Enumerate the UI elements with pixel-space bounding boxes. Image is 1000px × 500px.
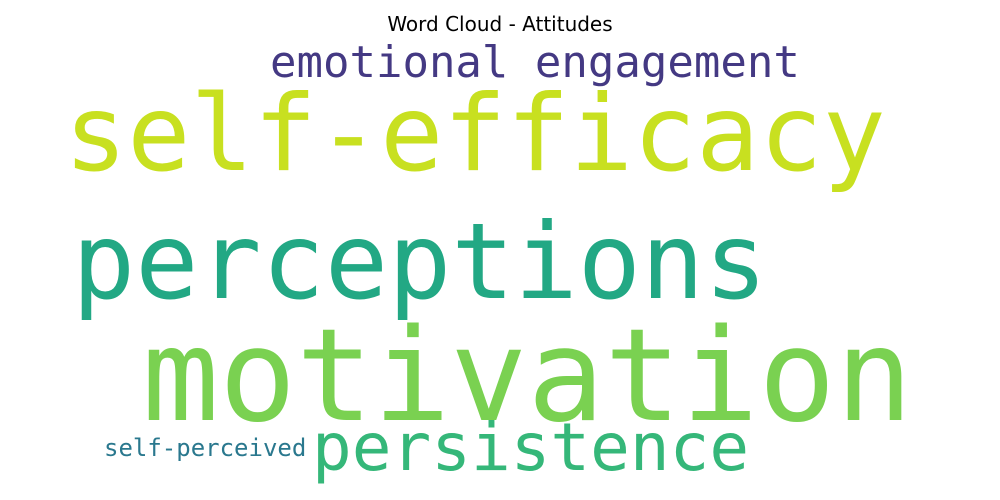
word-motivation: motivation: [142, 302, 913, 451]
chart-title: Word Cloud - Attitudes: [387, 12, 612, 36]
word-persistence: persistence: [312, 409, 749, 486]
word-emotional-engagement: emotional engagement: [270, 37, 800, 88]
word-self-perceived: self-perceived: [104, 434, 306, 462]
word-self-efficacy: self-efficacy: [64, 73, 886, 195]
word-perceptions: perceptions: [72, 201, 767, 323]
